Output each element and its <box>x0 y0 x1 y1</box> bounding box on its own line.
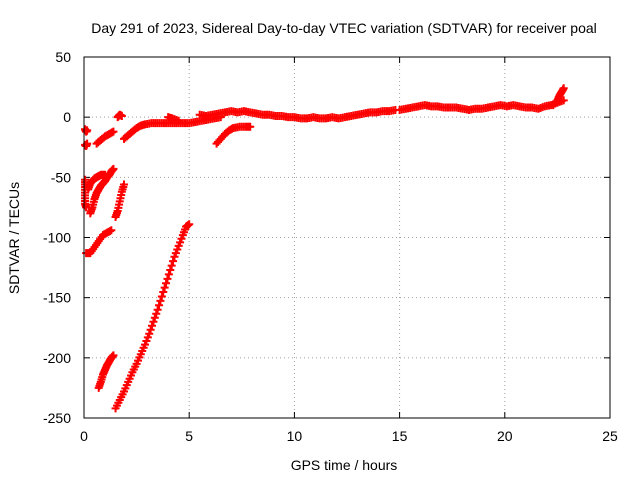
data-point <box>164 270 173 279</box>
y-tick-label: 0 <box>63 109 71 125</box>
series-segment-5 <box>86 164 118 218</box>
data-point <box>149 317 158 326</box>
series-segment-8 <box>94 351 118 392</box>
y-tick-label: -150 <box>43 290 71 306</box>
grid-lines <box>84 57 610 418</box>
data-point <box>163 274 172 283</box>
series-segment-9 <box>111 220 194 413</box>
y-tick-label: -250 <box>43 410 71 426</box>
data-points <box>81 84 568 413</box>
x-tick-label: 5 <box>185 428 193 444</box>
x-tick-label: 15 <box>392 428 408 444</box>
series-segment-10 <box>92 127 118 148</box>
series-segment-17 <box>549 84 568 110</box>
series-segment-6 <box>82 226 116 258</box>
data-point <box>162 279 171 288</box>
data-point <box>185 220 194 229</box>
data-point <box>109 351 118 360</box>
x-axis-title: GPS time / hours <box>291 457 398 473</box>
y-axis-title: SDTVAR / TECUs <box>6 182 22 294</box>
x-tick-labels: 0 5 10 15 20 25 <box>80 428 618 444</box>
series-segment-1 <box>81 125 92 136</box>
y-tick-label: -50 <box>51 169 71 185</box>
chart-title: Day 291 of 2023, Sidereal Day-to-day VTE… <box>91 20 597 36</box>
data-point <box>166 265 175 274</box>
data-point <box>160 283 169 292</box>
data-point <box>117 111 126 120</box>
axis-ticks <box>83 56 611 419</box>
data-point <box>150 313 159 322</box>
data-point <box>148 321 157 330</box>
x-tick-label: 10 <box>287 428 303 444</box>
data-point <box>159 288 168 297</box>
plot-frame <box>83 56 611 419</box>
data-point <box>167 261 176 270</box>
y-tick-labels: -250 -200 -150 -100 -50 0 50 <box>43 49 71 426</box>
data-point <box>157 292 166 301</box>
series-segment-15 <box>212 122 255 148</box>
series-segment-14 <box>195 105 400 123</box>
data-point <box>119 180 128 189</box>
data-point <box>109 164 118 173</box>
series-segment-11 <box>113 110 126 122</box>
y-tick-label: 50 <box>55 49 71 65</box>
series-segment-13 <box>164 113 183 125</box>
data-point <box>246 122 255 131</box>
data-point <box>109 127 118 136</box>
data-point <box>156 296 165 305</box>
data-point <box>169 257 178 266</box>
series-segment-7 <box>111 180 128 222</box>
y-tick-label: -100 <box>43 230 71 246</box>
data-point <box>107 226 116 235</box>
data-point <box>153 305 162 314</box>
x-tick-label: 25 <box>602 428 618 444</box>
series-segment-3 <box>81 175 91 212</box>
data-point <box>145 329 154 338</box>
data-point <box>559 84 568 93</box>
data-point <box>152 309 161 318</box>
x-tick-label: 20 <box>497 428 513 444</box>
series-segment-16 <box>395 96 568 114</box>
series-segment-12 <box>119 113 225 143</box>
series-segment-2 <box>81 139 92 151</box>
data-point <box>174 116 183 125</box>
y-tick-label: -200 <box>43 350 71 366</box>
data-point <box>146 325 155 334</box>
x-tick-label: 0 <box>80 428 88 444</box>
data-point <box>155 301 164 310</box>
